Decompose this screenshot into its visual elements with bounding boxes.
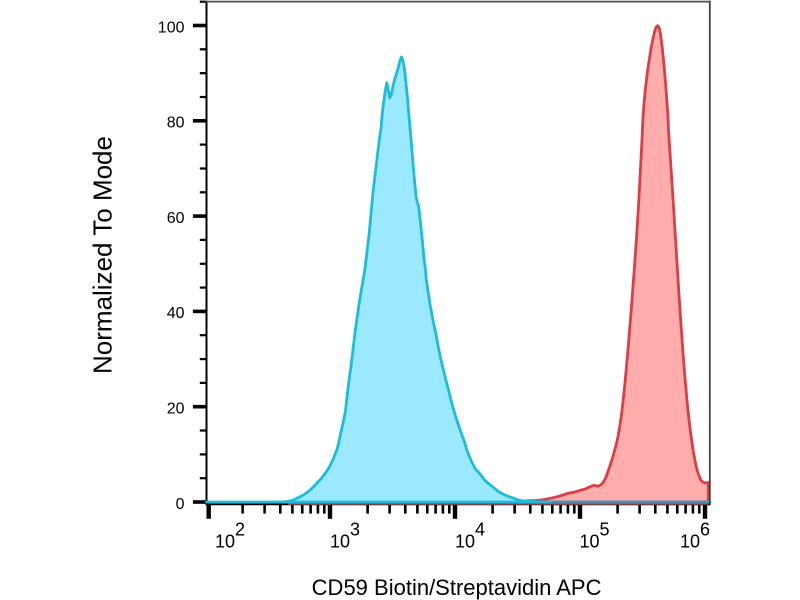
svg-text:100: 100 [158,19,185,36]
svg-text:CD59 Biotin/Streptavidin APC: CD59 Biotin/Streptavidin APC [312,575,602,600]
svg-text:40: 40 [167,305,185,322]
svg-text:80: 80 [167,115,185,132]
svg-text:Normalized To Mode: Normalized To Mode [88,136,118,374]
svg-text:20: 20 [167,401,185,418]
svg-text:60: 60 [167,210,185,227]
svg-text:0: 0 [176,496,185,513]
